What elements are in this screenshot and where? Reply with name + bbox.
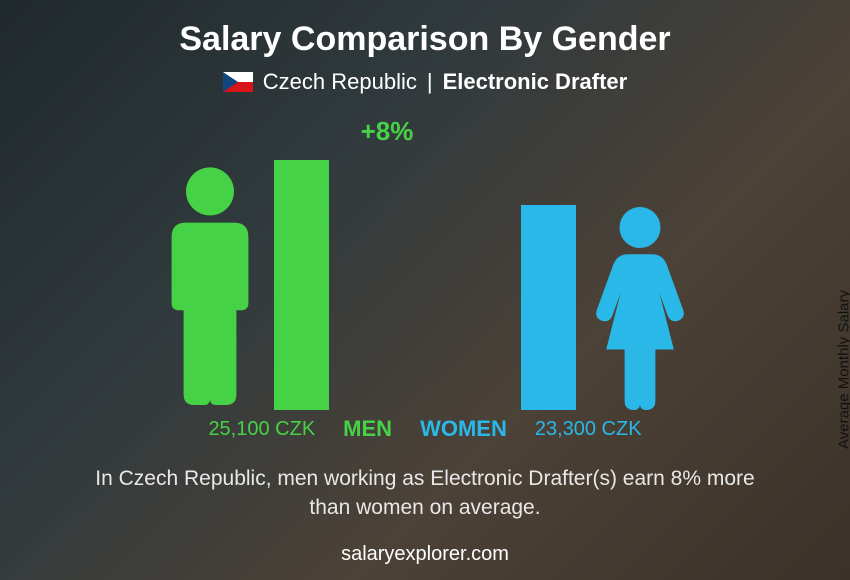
percent-difference: +8% bbox=[337, 116, 437, 147]
source-footer: salaryexplorer.com bbox=[0, 543, 850, 566]
women-label: WOMEN bbox=[420, 416, 507, 442]
czech-flag-icon bbox=[223, 72, 253, 92]
comparison-chart: +8% 25,100 CZK MEN WOMEN 23,300 CZK bbox=[105, 120, 745, 450]
men-salary: 25,100 CZK bbox=[208, 418, 315, 441]
women-bar bbox=[521, 205, 576, 410]
men-group bbox=[150, 160, 333, 410]
men-label: MEN bbox=[343, 416, 392, 442]
page-title: Salary Comparison By Gender bbox=[0, 0, 850, 59]
men-bar bbox=[274, 160, 329, 410]
women-group bbox=[517, 205, 700, 410]
women-salary: 23,300 CZK bbox=[535, 418, 642, 441]
labels-row: 25,100 CZK MEN WOMEN 23,300 CZK bbox=[105, 416, 745, 442]
job-title: Electronic Drafter bbox=[443, 69, 628, 95]
man-icon bbox=[150, 160, 270, 410]
description-text: In Czech Republic, men working as Electr… bbox=[85, 465, 765, 522]
infographic-content: Salary Comparison By Gender Czech Republ… bbox=[0, 0, 850, 580]
country-name: Czech Republic bbox=[263, 69, 417, 95]
y-axis-label: Average Monthly Salary bbox=[836, 290, 850, 449]
separator: | bbox=[427, 69, 433, 95]
subtitle-row: Czech Republic | Electronic Drafter bbox=[0, 69, 850, 95]
woman-icon bbox=[580, 205, 700, 410]
